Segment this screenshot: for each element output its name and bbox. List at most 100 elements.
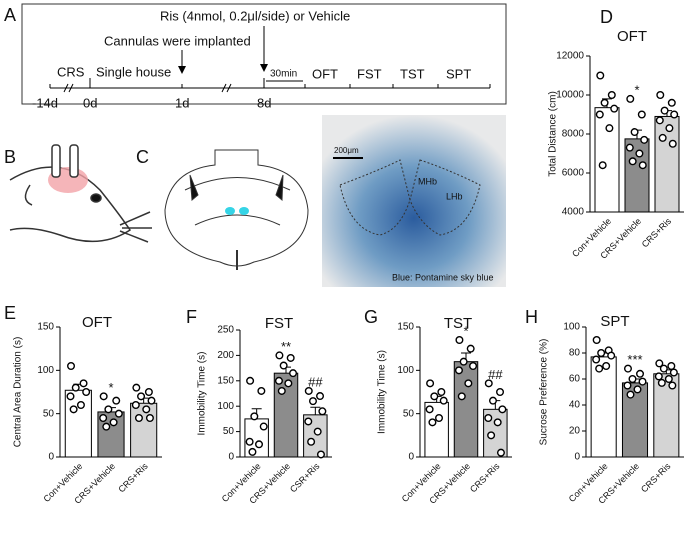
data-point <box>428 418 437 427</box>
y-tick-label: 150 <box>217 375 234 386</box>
data-point <box>457 392 466 401</box>
data-point <box>430 392 439 401</box>
data-point <box>484 379 493 388</box>
data-point <box>637 110 646 119</box>
data-point <box>439 396 448 405</box>
data-point <box>488 396 497 405</box>
y-tick-label: 80 <box>569 348 581 359</box>
data-point <box>626 94 635 103</box>
x-tick-label: CRS+Ris <box>640 216 674 250</box>
panel-letter: D <box>600 7 613 27</box>
data-point <box>669 368 678 377</box>
data-point <box>602 362 611 371</box>
data-point <box>99 414 108 423</box>
data-point <box>289 369 298 378</box>
data-point <box>630 128 639 137</box>
data-point <box>626 390 635 399</box>
data-point <box>598 161 607 170</box>
bar <box>453 361 479 458</box>
data-point <box>147 396 156 405</box>
data-point <box>607 90 616 99</box>
data-point <box>437 388 446 397</box>
y-axis-label: Sucrose Preference (%) <box>539 339 550 446</box>
data-point <box>104 405 113 414</box>
x-tick-label: CRS+Ris <box>116 461 150 495</box>
data-point <box>284 379 293 388</box>
chart-title: FST <box>265 315 293 332</box>
data-point <box>67 362 76 371</box>
data-point <box>304 386 313 395</box>
data-point <box>76 401 85 410</box>
phase-label: SPT <box>446 66 471 81</box>
y-tick-label: 150 <box>397 322 414 333</box>
data-point <box>496 388 505 397</box>
phase-label: OFT <box>312 66 338 81</box>
region-label: MHb <box>418 176 437 186</box>
phase-label: TST <box>400 66 425 81</box>
data-point <box>459 357 468 366</box>
y-tick-label: 4000 <box>562 207 585 218</box>
timeline-ticks <box>49 78 491 93</box>
day-label: -14d <box>32 95 58 110</box>
data-point <box>596 71 605 80</box>
data-point <box>69 405 78 414</box>
phase-label: FST <box>357 66 382 81</box>
y-tick-label: 8000 <box>562 129 585 140</box>
caption: Blue: Pontamine sky blue <box>392 272 494 282</box>
y-tick-label: 50 <box>403 408 415 419</box>
error-bar <box>310 406 321 415</box>
data-point <box>640 135 649 144</box>
data-point <box>114 409 123 418</box>
data-point <box>112 396 121 405</box>
arrow-head <box>260 64 268 72</box>
data-point <box>246 376 255 385</box>
data-point <box>668 139 677 148</box>
data-point <box>659 364 668 373</box>
histology-image <box>322 115 506 287</box>
bar <box>590 356 617 458</box>
data-point <box>595 364 604 373</box>
data-point <box>667 362 676 371</box>
phase-label: Single house <box>96 64 171 79</box>
data-point <box>623 381 632 390</box>
region-outline <box>339 159 481 236</box>
data-point <box>250 412 259 421</box>
significance: * <box>108 380 113 395</box>
data-point <box>638 161 647 170</box>
data-point <box>307 437 316 446</box>
data-point <box>668 381 677 390</box>
y-tick-label: 150 <box>37 322 54 333</box>
y-axis-label: Total Distance (cm) <box>548 91 559 177</box>
arrow-head <box>178 66 186 74</box>
data-point <box>248 447 257 456</box>
data-point <box>665 124 674 133</box>
data-point <box>592 355 601 364</box>
data-point <box>464 379 473 388</box>
chart-title: OFT <box>82 314 112 331</box>
data-point <box>484 414 493 423</box>
x-tick-label: CRS+Ris <box>639 461 673 495</box>
data-point <box>496 448 505 457</box>
data-point <box>635 149 644 158</box>
scale-label: 200μm <box>334 146 359 155</box>
data-point <box>657 378 666 387</box>
data-point <box>132 383 141 392</box>
chart-title: TST <box>444 315 472 332</box>
data-point <box>667 98 676 107</box>
y-tick-label: 6000 <box>562 168 585 179</box>
data-point <box>144 388 153 397</box>
data-point <box>279 361 288 370</box>
data-point <box>592 336 601 345</box>
data-point <box>255 440 264 449</box>
y-tick-label: 0 <box>574 452 580 463</box>
brain-schematic <box>164 149 309 270</box>
data-point <box>82 388 91 397</box>
data-point <box>658 133 667 142</box>
data-point <box>71 383 80 392</box>
y-tick-label: 200 <box>217 350 234 361</box>
x-tick-label: CRS+Ris <box>468 461 502 495</box>
data-point <box>435 414 444 423</box>
data-point <box>628 375 637 384</box>
data-point <box>623 364 632 373</box>
